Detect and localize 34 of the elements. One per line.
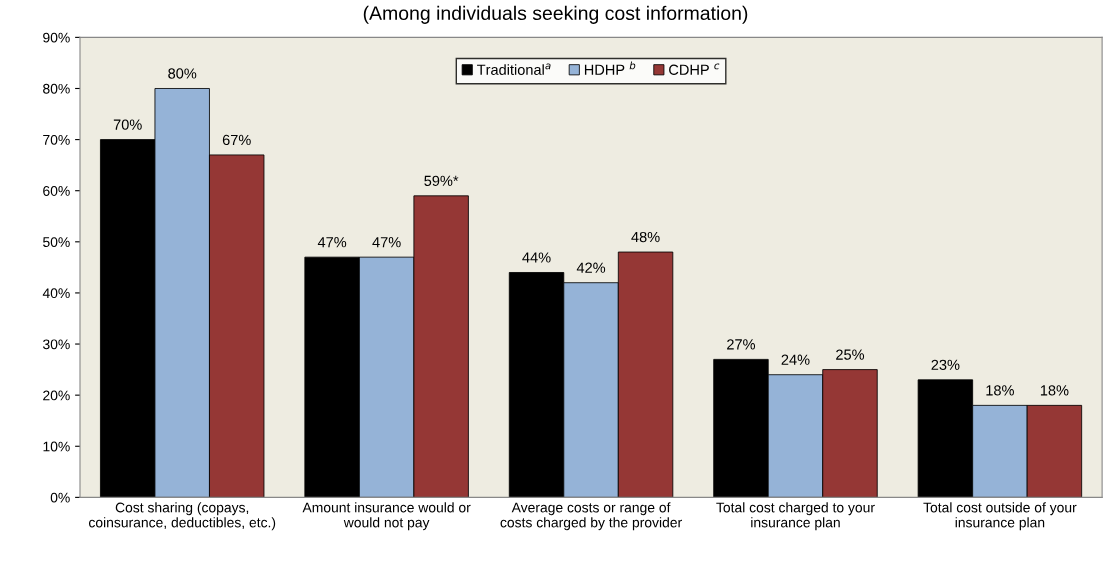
y-tick-label: 60% [43,186,70,196]
legend-label: CDHP $^{c}$ [669,63,720,75]
data-label: 67% [222,134,251,146]
legend-label: Traditional$^{a}$ [477,63,551,75]
data-label: 42% [576,262,606,273]
data-label: 47% [317,237,347,248]
chart-title: (Among individuals seeking cost information) [363,5,748,24]
legend-label: HDHP $^{b}$ [584,61,636,75]
x-tick-label: Amount insurance would or would not pay [302,502,471,531]
data-label: 25% [836,349,865,360]
y-tick-label: 50% [43,237,70,247]
y-tick-label: 20% [43,390,70,401]
x-tick-label: Average costs or range of costs charged by the provider [500,502,682,531]
data-label: 70% [113,119,142,130]
y-tick-label: 40% [42,288,70,299]
x-tick-label: Total cost outside of your insurance plan [923,502,1077,531]
x-tick-label: Cost sharing (copays, coinsurance, deductibles, etc.) [89,502,276,531]
data-label: 23% [931,359,960,370]
y-tick-label: 80% [43,83,70,94]
data-label: 24% [781,354,810,365]
y-tick-label: 30% [43,339,70,350]
y-tick-label: 10% [43,441,70,452]
data-label: 44% [522,252,551,263]
data-label: 18% [986,385,1014,396]
y-tick-label: 70% [43,134,70,145]
data-label: 18% [1040,385,1069,396]
data-label: 27% [727,339,756,350]
data-label: 48% [631,231,660,243]
y-tick-label: 0% [50,492,70,503]
x-tick-label: Total cost charged to your insurance plan [716,502,875,531]
data-label: 59%* [424,175,459,186]
y-tick-label: 90% [43,32,70,43]
data-label: 47% [372,237,401,248]
data-label: 80% [168,68,197,79]
